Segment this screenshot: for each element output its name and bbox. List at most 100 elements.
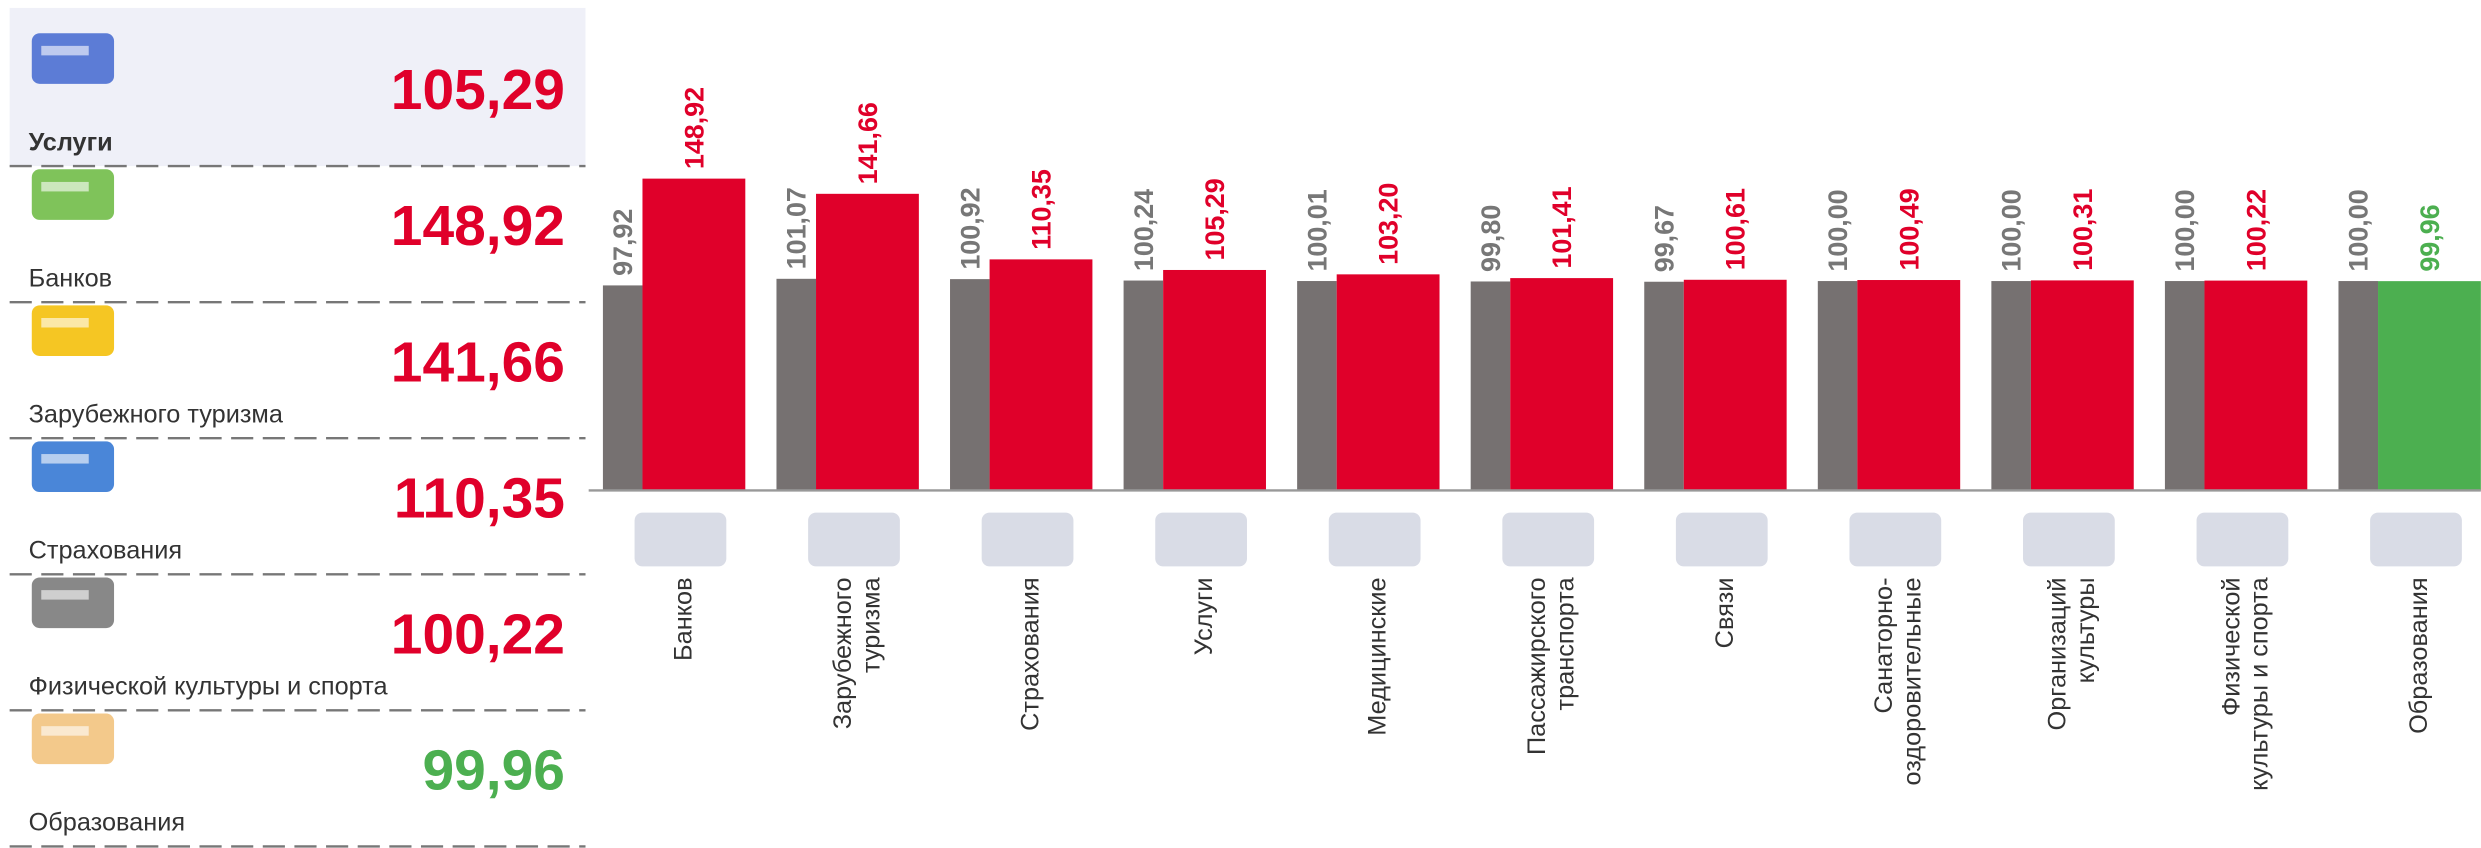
icon-shape: [41, 45, 89, 56]
value-label: 100,49: [1894, 188, 1924, 270]
icon-shape: [808, 512, 900, 567]
icon-shape: [31, 713, 115, 765]
category-icon: [1675, 512, 1768, 567]
bar: [2030, 280, 2134, 491]
bar: [989, 259, 1093, 491]
icon-shape: [41, 726, 89, 736]
icon-shape: [2370, 512, 2462, 567]
row-label: Страхования: [29, 536, 182, 564]
value-label: 99,80: [1476, 205, 1506, 272]
category-label: Пассажирскоготранспорта: [1523, 577, 1579, 755]
icon-shape: [981, 512, 1074, 567]
category-line: Физической: [2217, 577, 2245, 716]
bar: [816, 193, 919, 491]
value-label: 101,41: [1547, 186, 1577, 268]
row-label: Физической культуры и спорта: [29, 673, 389, 701]
icon-shape: [41, 318, 89, 328]
icon-shape: [1155, 512, 1247, 567]
category-line: транспорта: [1552, 577, 1580, 711]
icon-shape: [1502, 512, 1595, 567]
value-label: 100,00: [2170, 189, 2200, 271]
row-value: 110,35: [394, 466, 565, 530]
value-label: 99,67: [1650, 205, 1680, 272]
value-label: 141,66: [853, 102, 883, 184]
category-icon: [808, 512, 900, 567]
category-label: Медицинские: [1364, 577, 1392, 735]
value-label: 100,00: [1997, 189, 2027, 271]
category-label: Организацийкультуры: [2044, 577, 2100, 730]
icon-shape: [31, 577, 115, 629]
category-line: Санаторно-: [1870, 577, 1898, 713]
row-label: Банков: [29, 264, 113, 292]
bar: [2338, 281, 2379, 491]
bar: [1297, 281, 1337, 491]
icon-shape: [31, 169, 115, 220]
category-line: Пассажирского: [1523, 577, 1551, 755]
icon-shape: [41, 181, 89, 192]
category-line: Медицинские: [1364, 577, 1392, 735]
category-line: Образования: [2405, 577, 2433, 733]
bar: [602, 285, 643, 491]
row-value: 105,29: [391, 58, 565, 122]
row-label: Услуги: [29, 128, 113, 156]
icon-shape: [31, 33, 115, 84]
row-value: 99,96: [422, 738, 564, 802]
bar: [642, 178, 746, 491]
bar: [776, 278, 817, 491]
bar: [1991, 281, 2031, 491]
category-icon: [634, 512, 727, 567]
row-value: 141,66: [391, 330, 565, 394]
value-label: 100,00: [2344, 189, 2374, 271]
category-icon: [2196, 512, 2289, 567]
value-label: 103,20: [1374, 183, 1404, 265]
category-label: Банков: [670, 577, 698, 661]
bar: [2378, 281, 2481, 491]
row-label: Образования: [29, 809, 185, 837]
category-icon: [1328, 512, 1421, 567]
value-label: 100,22: [2241, 189, 2271, 271]
icon-shape: [31, 305, 115, 356]
row-value: 148,92: [391, 194, 565, 258]
category-label: Образования: [2405, 577, 2433, 733]
icon-shape: [2196, 512, 2289, 567]
category-icon: [981, 512, 1074, 567]
category-line: оздоровительные: [1899, 577, 1927, 785]
value-label: 100,61: [1721, 188, 1751, 270]
category-label: Связи: [1711, 577, 1739, 648]
icon-shape: [1849, 512, 1942, 567]
icon-shape: [2023, 512, 2115, 567]
value-label: 99,96: [2415, 204, 2445, 271]
category-line: Связи: [1711, 577, 1739, 648]
category-line: Банков: [670, 577, 698, 661]
bar: [1163, 269, 1266, 491]
category-icon: [2370, 512, 2462, 567]
bar: [950, 279, 990, 491]
row-value: 100,22: [391, 602, 565, 666]
icon: [31, 713, 115, 765]
bar: [2164, 281, 2205, 491]
category-line: Услуги: [1190, 577, 1218, 655]
icon: [31, 305, 115, 356]
icon: [31, 33, 115, 84]
bar: [1644, 281, 1684, 491]
value-label: 100,00: [1823, 189, 1853, 271]
value-label: 148,92: [679, 87, 709, 169]
value-label: 97,92: [608, 209, 638, 276]
bar: [1683, 279, 1787, 491]
bar: [1336, 274, 1440, 491]
bar: [2204, 280, 2308, 491]
value-label: 100,24: [1129, 189, 1159, 271]
value-label: 101,07: [782, 187, 812, 269]
bar: [1123, 280, 1164, 491]
icon-shape: [31, 441, 115, 493]
value-label: 100,31: [2068, 189, 2098, 271]
category-line: туризма: [857, 577, 885, 673]
value-label: 100,92: [955, 187, 985, 269]
icon: [31, 577, 115, 629]
category-label: Страхования: [1017, 577, 1045, 730]
category-label: Санаторно-оздоровительные: [1870, 577, 1926, 785]
value-label: 100,01: [1302, 189, 1332, 271]
bar: [1857, 280, 1961, 491]
